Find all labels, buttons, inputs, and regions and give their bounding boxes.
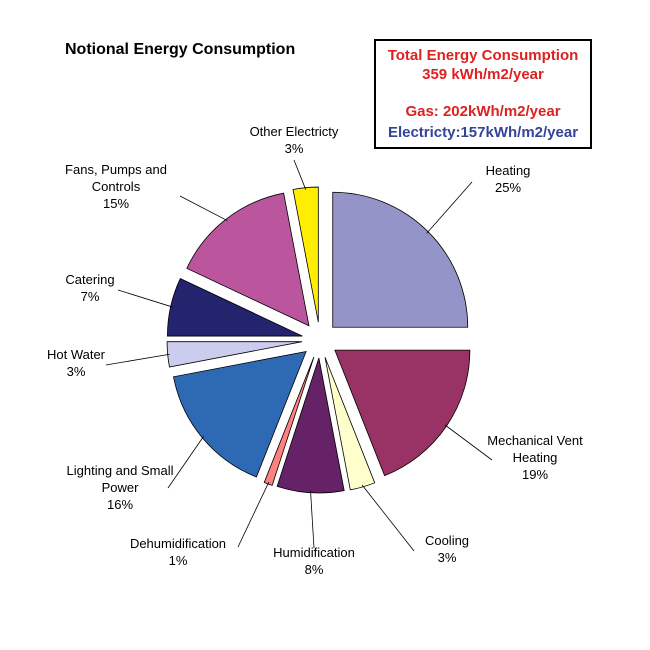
- slice-label: Mechanical Vent Heating 19%: [487, 433, 583, 482]
- leader-line: [117, 289, 173, 308]
- leader-line: [444, 424, 493, 461]
- leader-line: [167, 436, 204, 489]
- summary-total-value: 359 kWh/m2/year: [422, 66, 544, 83]
- chart-title: Notional Energy Consumption: [65, 41, 295, 58]
- slice-labels: Heating 25% Mechanical Vent Heating 19% Cooli…: [47, 124, 583, 577]
- summary-electricity-value: Electricty:157kWh/m2/year: [388, 124, 578, 141]
- slice-label: Catering 7%: [65, 272, 114, 304]
- pie-slices: [166, 186, 471, 494]
- slice-label: Lighting and Small Power 16%: [67, 463, 174, 512]
- leader-line: [237, 481, 270, 548]
- pie-slice: [173, 350, 307, 478]
- slice-label: Other Electricty 3%: [250, 124, 339, 156]
- pie-slice: [324, 357, 376, 491]
- leader-line: [310, 490, 315, 549]
- pie-slice: [332, 191, 469, 328]
- summary-box-frame: [374, 39, 592, 149]
- leader-line: [361, 484, 415, 552]
- leader-lines: [105, 159, 493, 552]
- slice-label: Dehumidification 1%: [130, 536, 226, 568]
- slice-label: Cooling 3%: [425, 533, 469, 565]
- pie-slice: [186, 192, 310, 327]
- slice-label: Hot Water 3%: [47, 347, 106, 379]
- slice-label: Humidification 8%: [273, 545, 355, 577]
- leader-line: [105, 353, 170, 366]
- slice-label: Heating 25%: [486, 163, 531, 195]
- leader-line: [179, 195, 228, 222]
- summary-total-label: Total Energy Consumption: [388, 47, 579, 64]
- summary-gas-value: Gas: 202kWh/m2/year: [405, 103, 560, 120]
- leader-line: [293, 159, 307, 190]
- slice-label: Fans, Pumps and Controls 15%: [65, 162, 167, 211]
- leader-line: [426, 181, 473, 234]
- pie-slice: [292, 186, 319, 323]
- summary-box: Total Energy Consumption 359 kWh/m2/year…: [374, 39, 592, 149]
